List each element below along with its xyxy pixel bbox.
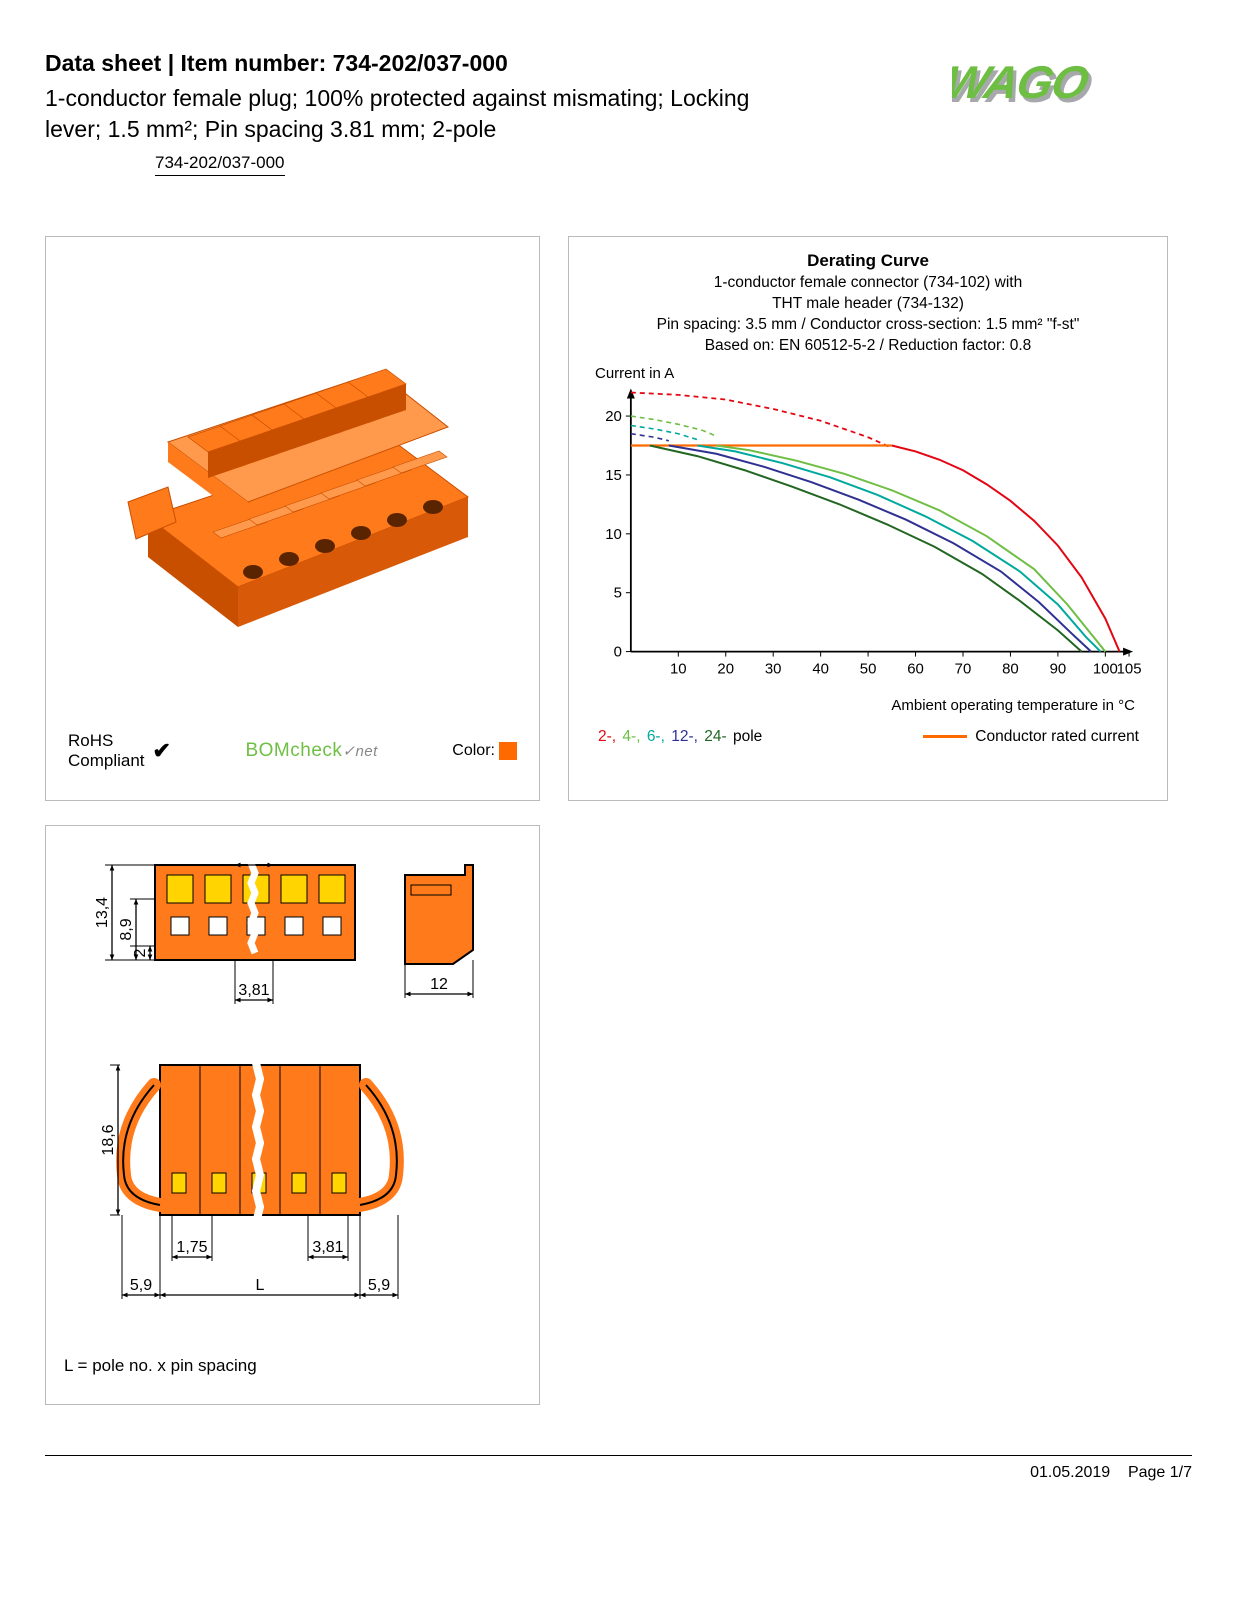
svg-text:70: 70 [955, 660, 972, 677]
bomcheck-text: BOMcheck [245, 740, 342, 761]
svg-text:105: 105 [1117, 660, 1142, 677]
rohs-label-1: RoHS [68, 731, 113, 750]
datasheet-subtitle: 1-conductor female plug; 100% protected … [45, 83, 805, 145]
svg-text:30: 30 [765, 660, 782, 677]
bomcheck-logo: BOMcheck✓net [245, 740, 377, 762]
product-footer: RoHS Compliant ✔ BOMcheck✓net Color: [68, 731, 517, 770]
datasheet-title: Data sheet | Item number: 734-202/037-00… [45, 50, 952, 77]
footer-date: 01.05.2019 [1030, 1464, 1110, 1481]
svg-text:80: 80 [1002, 660, 1019, 677]
product-image [66, 257, 519, 677]
svg-text:13,4: 13,4 [94, 897, 111, 928]
wago-logo: WAGOWAGO [952, 52, 1192, 121]
chart-sub2: THT male header (734-132) [772, 295, 964, 312]
svg-text:12: 12 [430, 976, 448, 993]
content-area: RoHS Compliant ✔ BOMcheck✓net Color: 13,… [45, 236, 1192, 1405]
rohs-label-2: Compliant [68, 751, 145, 770]
dimensions-panel: 13,4 8,9 2 12 3,81 18,6 1,75 3,81 5,9 L 5,9 L = po… [45, 825, 540, 1405]
svg-text:3,81: 3,81 [312, 1239, 343, 1256]
svg-text:5: 5 [614, 584, 622, 601]
svg-text:5,9: 5,9 [368, 1277, 390, 1294]
bomcheck-suffix: ✓net [342, 743, 377, 760]
svg-text:40: 40 [812, 660, 829, 677]
chart-sub1: 1-conductor female connector (734-102) w… [714, 274, 1022, 291]
chart-xlabel: Ambient operating temperature in °C [589, 697, 1147, 714]
rohs-compliant: RoHS Compliant ✔ [68, 731, 171, 770]
legend-rated: Conductor rated current [923, 728, 1139, 746]
svg-text:8,9: 8,9 [118, 918, 135, 940]
derating-chart-panel: Derating Curve 1-conductor female connec… [568, 236, 1168, 801]
item-number: 734-202/037-000 [155, 153, 285, 176]
header-text: Data sheet | Item number: 734-202/037-00… [45, 50, 952, 176]
product-image-panel: RoHS Compliant ✔ BOMcheck✓net Color: [45, 236, 540, 801]
chart-sub3: Pin spacing: 3.5 mm / Conductor cross-se… [657, 316, 1080, 333]
svg-text:5,9: 5,9 [130, 1277, 152, 1294]
svg-text:90: 90 [1050, 660, 1067, 677]
chart-sub4: Based on: EN 60512-5-2 / Reduction facto… [705, 337, 1032, 354]
svg-text:10: 10 [605, 526, 622, 543]
svg-text:1,75: 1,75 [176, 1239, 207, 1256]
svg-text:20: 20 [717, 660, 734, 677]
svg-text:10: 10 [670, 660, 687, 677]
page-footer: 01.05.2019 Page 1/7 [45, 1456, 1192, 1482]
dimension-note: L = pole no. x pin spacing [64, 1356, 257, 1376]
svg-text:0: 0 [614, 643, 622, 660]
color-indicator: Color: [452, 742, 517, 760]
legend-poles: 2-, 4-, 6-, 12-, 24- pole [597, 728, 763, 746]
chart-subtitle: 1-conductor female connector (734-102) w… [589, 273, 1147, 357]
svg-text:20: 20 [605, 408, 622, 425]
svg-text:WAGO: WAGO [952, 56, 1093, 107]
svg-text:2: 2 [132, 949, 149, 958]
derating-chart: 0 5 10 15 20 10 20 30 40 50 60 70 80 90 100105 [589, 386, 1147, 686]
right-column: Derating Curve 1-conductor female connec… [568, 236, 1168, 1405]
chart-title: Derating Curve [589, 251, 1147, 271]
color-label: Color: [452, 742, 495, 760]
left-column: RoHS Compliant ✔ BOMcheck✓net Color: 13,… [45, 236, 540, 1405]
page-header: Data sheet | Item number: 734-202/037-00… [45, 50, 1192, 176]
chart-ylabel: Current in A [595, 365, 1147, 382]
svg-text:60: 60 [907, 660, 924, 677]
legend-line-icon [923, 735, 967, 738]
svg-text:L: L [256, 1277, 265, 1294]
chart-legend: 2-, 4-, 6-, 12-, 24- pole Conductor rate… [589, 728, 1147, 746]
check-icon: ✔ [153, 738, 171, 764]
svg-text:50: 50 [860, 660, 877, 677]
svg-text:18,6: 18,6 [100, 1124, 117, 1155]
color-swatch [499, 742, 517, 760]
svg-text:100: 100 [1093, 660, 1118, 677]
svg-text:3,81: 3,81 [238, 982, 269, 999]
svg-text:15: 15 [605, 467, 622, 484]
footer-page: Page 1/7 [1128, 1464, 1192, 1481]
legend-rated-label: Conductor rated current [975, 728, 1139, 746]
